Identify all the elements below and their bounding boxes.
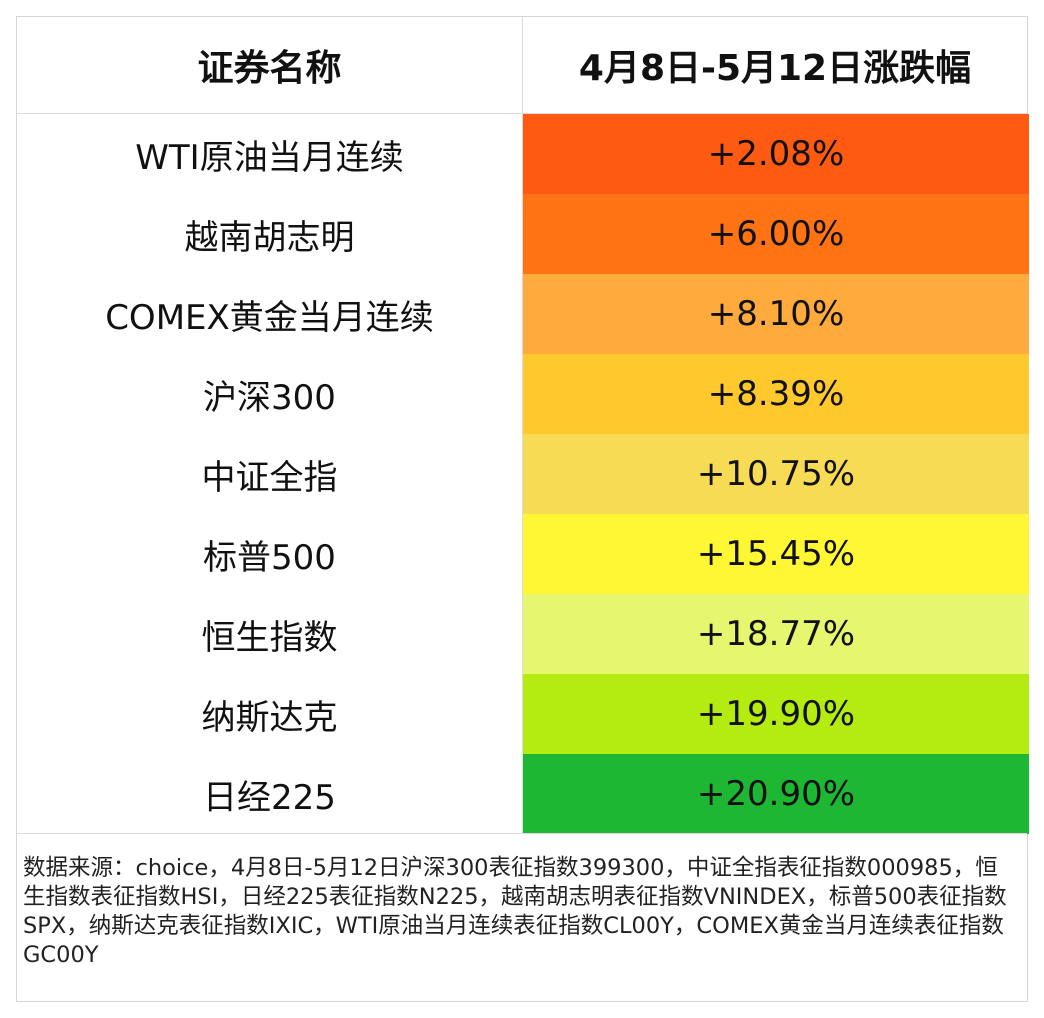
security-name-cell: WTI原油当月连续: [17, 114, 523, 194]
table-row: 标普500 +15.45%: [17, 514, 1029, 594]
table-body: WTI原油当月连续 +2.08% 越南胡志明 +6.00% COMEX黄金当月连续 +8.…: [17, 114, 1029, 834]
table-row: 日经225 +20.90%: [17, 754, 1029, 834]
change-value-cell: +15.45%: [523, 514, 1029, 594]
data-source-note: 数据来源：choice，4月8日-5月12日沪深300表征指数399300，中证…: [17, 833, 1027, 1001]
change-value-cell: +2.08%: [523, 114, 1029, 194]
security-name-cell: 纳斯达克: [17, 674, 523, 754]
security-name-cell: 标普500: [17, 514, 523, 594]
table-row: 沪深300 +8.39%: [17, 354, 1029, 434]
change-value-cell: +18.77%: [523, 594, 1029, 674]
table-row: 纳斯达克 +19.90%: [17, 674, 1029, 754]
header-change-range: 4月8日-5月12日涨跌幅: [578, 48, 972, 89]
change-value-cell: +8.39%: [523, 354, 1029, 434]
header-security-name: 证券名称: [17, 17, 523, 113]
table-row: COMEX黄金当月连续 +8.10%: [17, 274, 1029, 354]
table-row: WTI原油当月连续 +2.08%: [17, 114, 1029, 194]
table-row: 中证全指 +10.75%: [17, 434, 1029, 514]
change-value-cell: +20.90%: [523, 754, 1029, 834]
security-name-cell: 恒生指数: [17, 594, 523, 674]
security-name-cell: 越南胡志明: [17, 194, 523, 274]
change-value-cell: +6.00%: [523, 194, 1029, 274]
security-name-cell: 中证全指: [17, 434, 523, 514]
table-row: 越南胡志明 +6.00%: [17, 194, 1029, 274]
change-value-cell: +10.75%: [523, 434, 1029, 514]
change-value-cell: +19.90%: [523, 674, 1029, 754]
data-table-card: 证券名称 4月8日-5月12日涨跌幅 WTI原油当月连续 +2.08% 越南胡志明 +…: [16, 16, 1029, 1002]
table-header: 证券名称 4月8日-5月12日涨跌幅: [17, 17, 1027, 114]
security-name-cell: 沪深300: [17, 354, 523, 434]
table-row: 恒生指数 +18.77%: [17, 594, 1029, 674]
change-value-cell: +8.10%: [523, 274, 1029, 354]
security-name-cell: 日经225: [17, 754, 523, 834]
security-name-cell: COMEX黄金当月连续: [17, 274, 523, 354]
